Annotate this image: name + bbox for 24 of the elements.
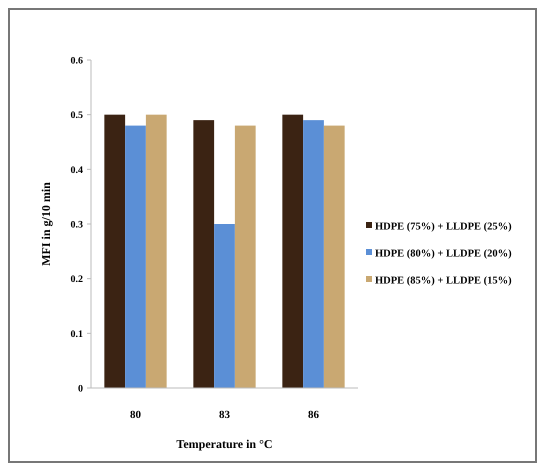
x-tick-label: 86 xyxy=(308,409,320,421)
x-axis-title: Temperature in °C xyxy=(176,437,273,451)
bar xyxy=(282,114,304,388)
bar xyxy=(234,126,256,388)
bar xyxy=(146,114,167,388)
bar xyxy=(193,120,214,388)
bar xyxy=(214,224,235,388)
y-tick-label: 0.1 xyxy=(70,328,83,340)
y-tick-label: 0.4 xyxy=(70,164,83,176)
legend-label: HDPE (75%) + LLDPE (25%) xyxy=(375,222,512,233)
legend-label: HDPE (85%) + LLDPE (15%) xyxy=(375,276,512,287)
x-tick-label: 83 xyxy=(219,409,230,421)
bar xyxy=(104,114,126,388)
y-tick-label: 0 xyxy=(78,384,83,394)
y-tick-label: 0.2 xyxy=(70,274,83,286)
bar xyxy=(125,126,146,388)
x-tick-label: 80 xyxy=(130,409,142,421)
y-tick-label: 0.3 xyxy=(70,220,83,230)
y-tick-label: 0.5 xyxy=(70,110,83,122)
y-axis-title: MFI in g/10 min xyxy=(39,182,53,266)
bar xyxy=(324,126,345,388)
bar xyxy=(303,120,324,388)
y-tick-label: 0.6 xyxy=(70,56,83,66)
legend-label: HDPE (80%) + LLDPE (20%) xyxy=(375,248,512,260)
